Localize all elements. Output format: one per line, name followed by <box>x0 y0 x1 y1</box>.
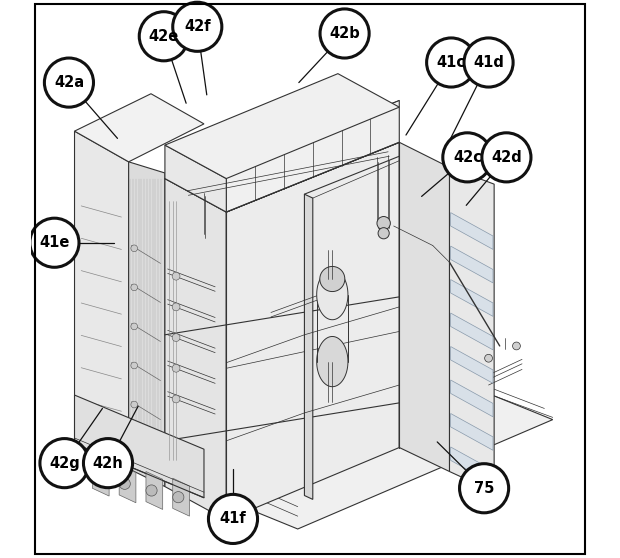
Text: 42g: 42g <box>49 456 80 470</box>
Circle shape <box>140 12 188 61</box>
Circle shape <box>119 478 130 489</box>
Polygon shape <box>451 280 493 316</box>
Circle shape <box>146 485 157 496</box>
Polygon shape <box>451 246 493 283</box>
Circle shape <box>108 427 116 435</box>
Polygon shape <box>165 74 399 179</box>
Polygon shape <box>399 142 450 472</box>
Text: 41c: 41c <box>436 55 466 70</box>
Polygon shape <box>451 347 493 383</box>
Polygon shape <box>74 131 128 469</box>
Circle shape <box>485 354 492 362</box>
Text: 41d: 41d <box>473 55 504 70</box>
Circle shape <box>172 303 180 311</box>
Polygon shape <box>451 213 493 249</box>
Text: 42c: 42c <box>453 150 482 165</box>
Polygon shape <box>317 336 348 387</box>
Polygon shape <box>320 267 345 291</box>
Polygon shape <box>451 447 493 484</box>
Polygon shape <box>119 465 136 503</box>
Polygon shape <box>165 179 226 520</box>
Circle shape <box>377 217 391 230</box>
Circle shape <box>131 362 138 369</box>
Circle shape <box>30 218 79 267</box>
Polygon shape <box>74 94 204 162</box>
Polygon shape <box>173 478 190 516</box>
Circle shape <box>92 472 104 483</box>
Circle shape <box>459 464 508 513</box>
Circle shape <box>173 492 184 503</box>
Text: 42e: 42e <box>149 29 179 44</box>
Text: 41e: 41e <box>39 235 69 250</box>
Text: 41f: 41f <box>219 512 246 526</box>
Circle shape <box>427 38 476 87</box>
Polygon shape <box>451 413 493 450</box>
Polygon shape <box>165 145 226 212</box>
Circle shape <box>131 440 138 447</box>
Polygon shape <box>451 380 493 417</box>
Circle shape <box>320 9 369 58</box>
Polygon shape <box>92 458 109 496</box>
Circle shape <box>172 334 180 341</box>
Circle shape <box>443 133 492 182</box>
Circle shape <box>131 401 138 408</box>
Circle shape <box>84 439 133 488</box>
Circle shape <box>139 441 146 449</box>
Circle shape <box>464 38 513 87</box>
Polygon shape <box>128 162 165 487</box>
Polygon shape <box>226 142 399 520</box>
Polygon shape <box>304 194 313 499</box>
Text: 42h: 42h <box>92 456 123 470</box>
Text: 42a: 42a <box>54 75 84 90</box>
Text: eReplacementParts.com: eReplacementParts.com <box>187 270 433 288</box>
Circle shape <box>45 58 94 107</box>
Circle shape <box>208 494 257 543</box>
Circle shape <box>131 245 138 252</box>
Circle shape <box>131 323 138 330</box>
Circle shape <box>172 395 180 403</box>
Text: 42f: 42f <box>184 20 211 34</box>
Polygon shape <box>165 107 399 212</box>
Circle shape <box>482 133 531 182</box>
Polygon shape <box>74 395 204 498</box>
Circle shape <box>513 342 520 350</box>
Text: 42d: 42d <box>491 150 522 165</box>
Text: 42b: 42b <box>329 26 360 41</box>
Polygon shape <box>451 313 493 350</box>
Circle shape <box>378 228 389 239</box>
Circle shape <box>172 272 180 280</box>
Circle shape <box>40 439 89 488</box>
Polygon shape <box>317 270 348 320</box>
Polygon shape <box>450 167 494 492</box>
Text: 75: 75 <box>474 481 494 496</box>
Circle shape <box>131 284 138 291</box>
Polygon shape <box>226 100 399 212</box>
Polygon shape <box>74 329 553 529</box>
Polygon shape <box>146 472 162 509</box>
Circle shape <box>173 2 222 51</box>
Circle shape <box>172 364 180 372</box>
